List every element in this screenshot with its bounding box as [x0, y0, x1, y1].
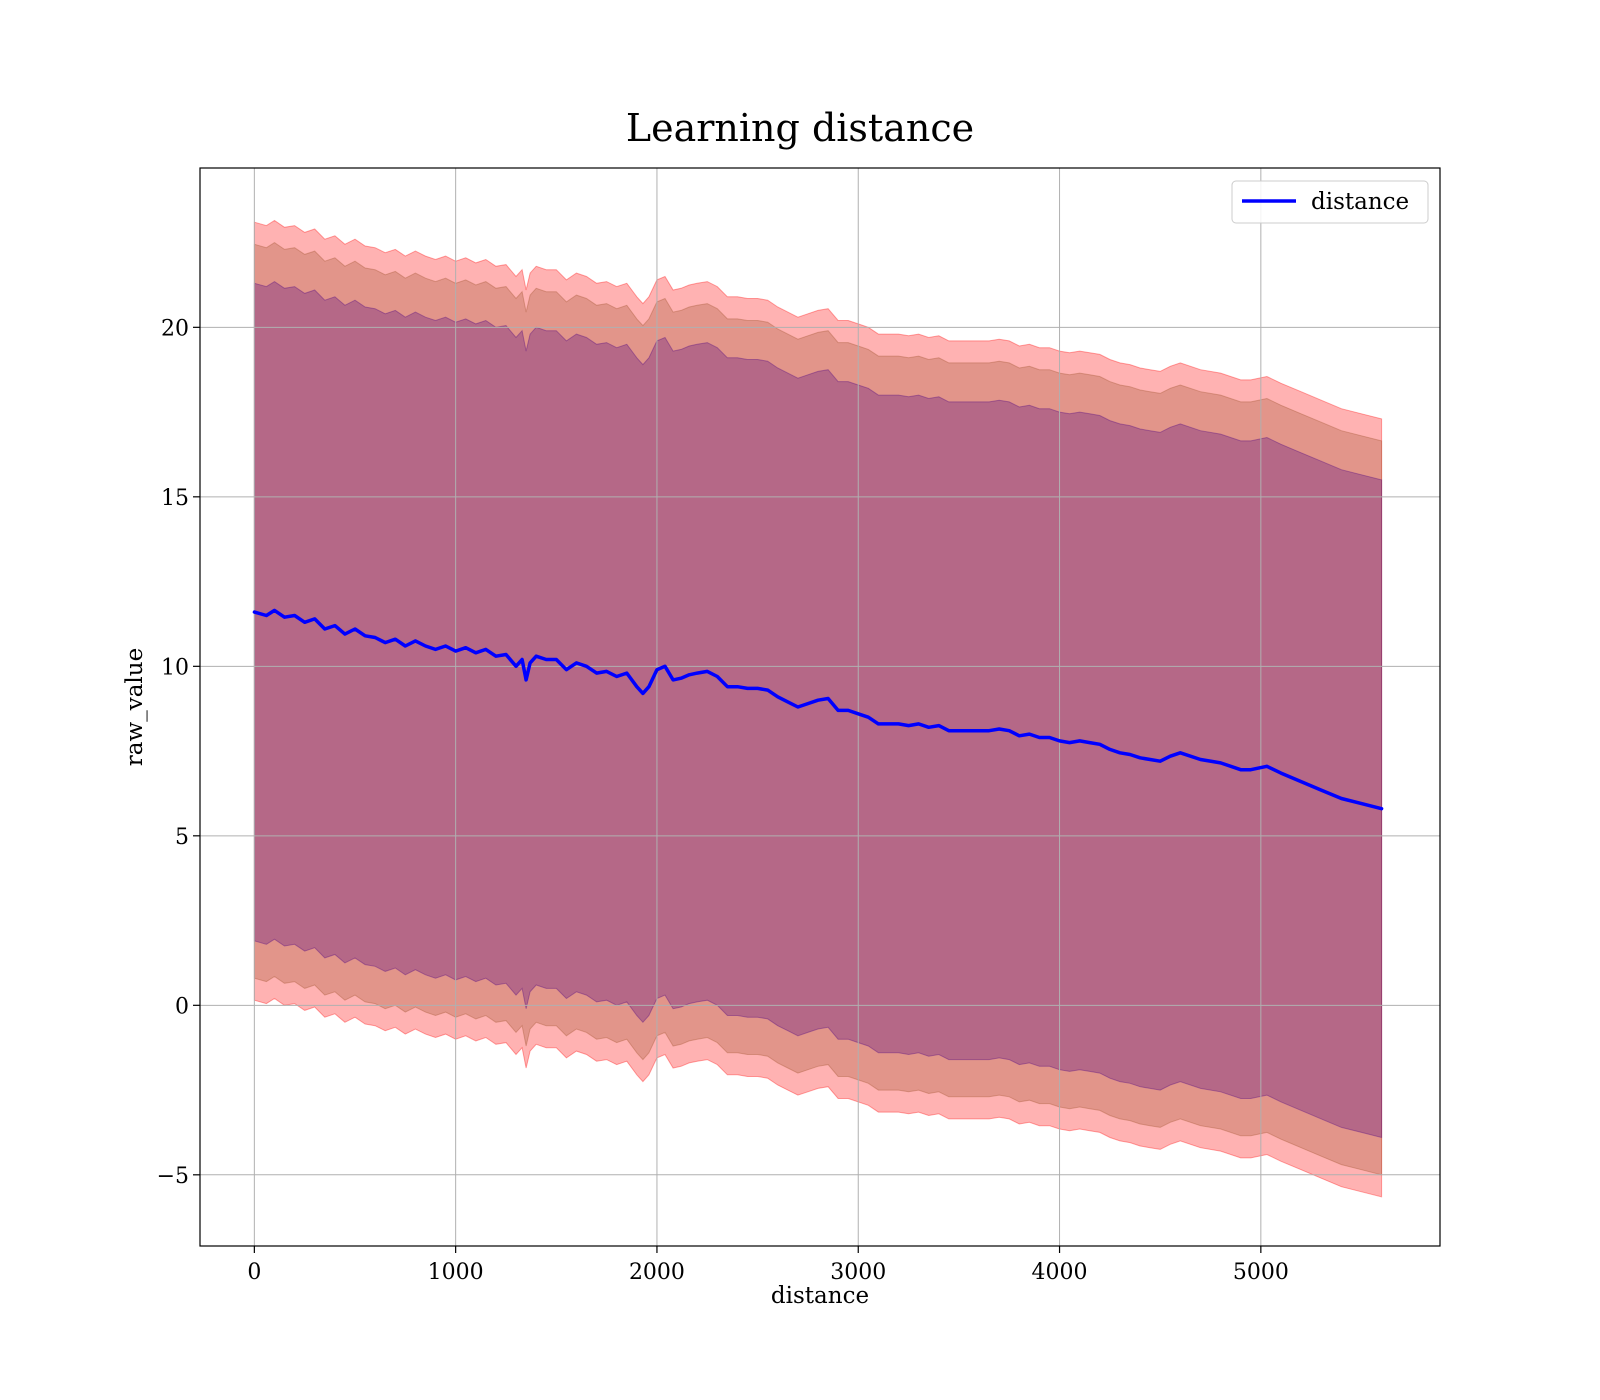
grid-lines [200, 168, 1440, 1246]
x-tick-label: 3000 [830, 1260, 886, 1285]
legend-label-distance: distance [1311, 189, 1409, 215]
confidence-bands [253, 219, 1383, 1198]
y-tick-label: 0 [175, 994, 189, 1019]
y-axis-label: raw_value [122, 648, 148, 766]
y-tick-label: 5 [175, 825, 189, 850]
x-tick-label: 5000 [1233, 1260, 1289, 1285]
x-axis-ticks: 0 1000 2000 3000 4000 5000 [247, 1246, 1289, 1285]
y-tick-label: −5 [157, 1164, 189, 1189]
series-line-distance [252, 608, 1384, 811]
y-tick-label: 20 [161, 316, 189, 341]
band-inner [253, 281, 1383, 1139]
legend: distance [1231, 180, 1429, 224]
x-axis-label: distance [771, 1283, 869, 1309]
plot-frame [199, 167, 1441, 1247]
y-tick-label: 10 [161, 655, 189, 680]
x-tick-label: 2000 [629, 1260, 685, 1285]
x-tick-label: 1000 [428, 1260, 484, 1285]
band-outer [253, 219, 1383, 1198]
x-tick-label: 0 [247, 1260, 261, 1285]
y-axis-ticks: −5 0 5 10 15 20 [157, 316, 200, 1189]
chart-title: Learning distance [626, 106, 974, 150]
legend-box [1231, 180, 1429, 224]
y-tick-label: 15 [161, 486, 189, 511]
series-line-layer [252, 608, 1384, 811]
x-tick-label: 4000 [1032, 1260, 1088, 1285]
